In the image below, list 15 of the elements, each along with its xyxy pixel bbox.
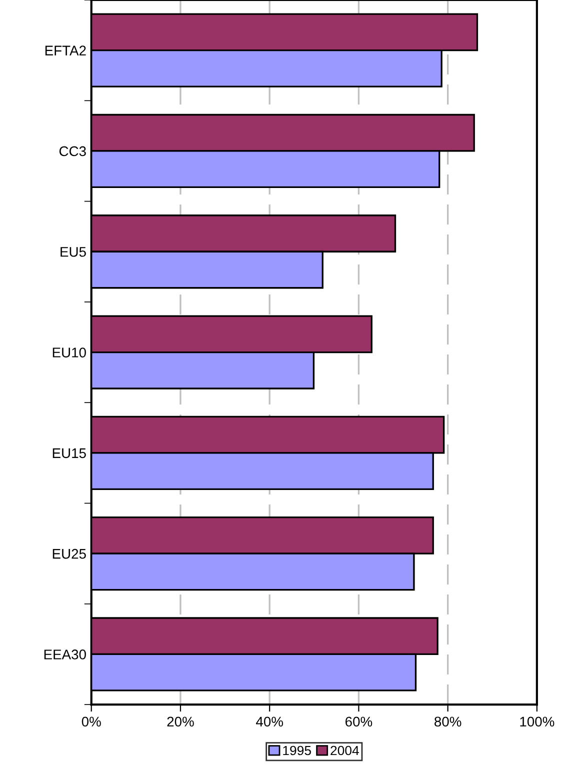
y-tick-label: EEA30 [44, 650, 86, 660]
y-tick-label: EU25 [52, 548, 86, 559]
x-tick-label: 40% [256, 716, 283, 727]
legend-label: 2004 [330, 746, 359, 756]
x-tick-label: 60% [346, 716, 372, 727]
y-tick-label: EU15 [52, 448, 86, 458]
x-tick-label: 0% [82, 716, 101, 727]
y-tick-label: EFTA2 [45, 46, 86, 56]
x-tick-label: 80% [434, 716, 462, 727]
x-tick-label: 20% [167, 716, 194, 727]
y-tick-label: CC3 [59, 146, 86, 156]
x-tick-label: 100% [520, 716, 554, 727]
y-tick-label: EU5 [60, 247, 86, 257]
legend-label: 1995 [283, 746, 311, 756]
y-tick-label: EU10 [52, 348, 86, 358]
